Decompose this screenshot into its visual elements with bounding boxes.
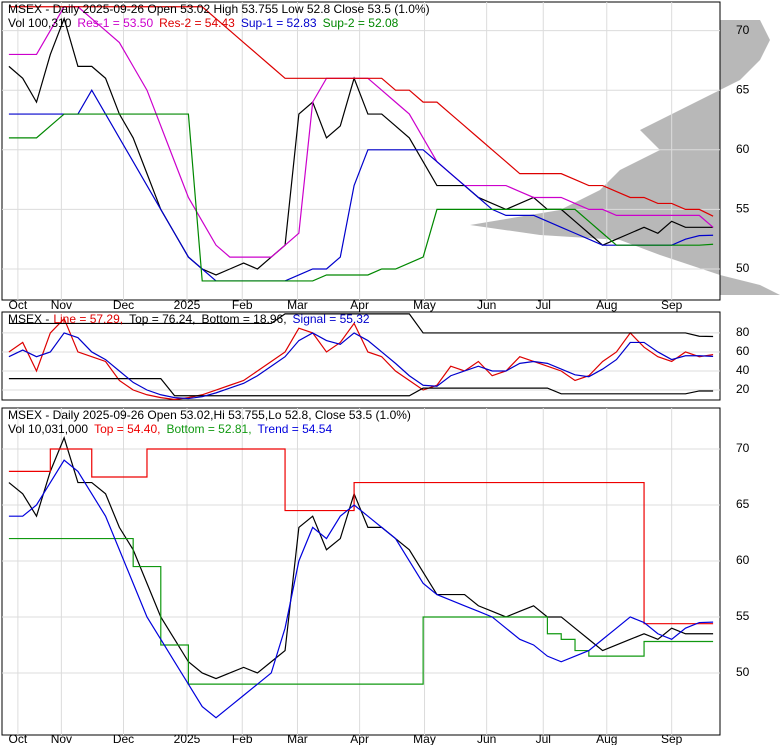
legend-entry: Line = 57.29, xyxy=(53,312,123,326)
y-tick-label: 55 xyxy=(736,202,750,216)
series-group xyxy=(8,6,714,282)
x-tick-label: Oct xyxy=(9,732,28,745)
plot-frame xyxy=(1,407,721,736)
x-tick-label: Feb xyxy=(232,732,253,745)
x-tick-label: Mar xyxy=(287,298,308,312)
series-group xyxy=(8,436,714,719)
panel-subtitle: Vol 10,031,000 xyxy=(8,422,88,436)
y-tick-label: 50 xyxy=(736,261,750,275)
legend-entry: Sup-1 = 52.83 xyxy=(241,16,317,30)
y-tick-label: 70 xyxy=(736,23,750,37)
y-tick-label: 60 xyxy=(736,142,750,156)
legend-entry: Res-2 = 54.43 xyxy=(159,16,235,30)
legend-entry: Signal = 55.32 xyxy=(293,312,370,326)
legend-entry: Bottom = 18.96, xyxy=(201,312,286,326)
y-tick-label: 20 xyxy=(736,382,750,396)
panel-title: MSEX - Daily 2025-09-26 Open 53.02,Hi 53… xyxy=(8,408,411,422)
y-tick-label: 50 xyxy=(736,665,750,679)
x-tick-label: Dec xyxy=(113,298,134,312)
plot-frame xyxy=(1,1,721,301)
series-line xyxy=(8,89,714,282)
y-tick-label: 65 xyxy=(736,497,750,511)
x-tick-label: Sep xyxy=(661,732,683,745)
legend-entry: Top = 54.40, xyxy=(94,422,160,436)
x-tick-label: Apr xyxy=(350,298,369,312)
y-tick-label: 70 xyxy=(736,441,750,455)
x-tick-label: Nov xyxy=(51,298,72,312)
panel-title: MSEX - xyxy=(8,312,49,326)
y-tick-label: 55 xyxy=(736,609,750,623)
legend-entry: Res-1 = 53.50 xyxy=(77,16,153,30)
series-line xyxy=(8,313,714,338)
volume-profile xyxy=(470,20,780,295)
series-line xyxy=(8,459,714,719)
x-tick-label: Apr xyxy=(350,732,369,745)
x-tick-label: 2025 xyxy=(174,298,201,312)
x-tick-label: Jun xyxy=(477,298,496,312)
y-tick-label: 60 xyxy=(736,344,750,358)
series-line xyxy=(8,448,714,625)
x-tick-label: Dec xyxy=(113,732,134,745)
y-tick-label: 40 xyxy=(736,363,750,377)
y-tick-label: 65 xyxy=(736,82,750,96)
legend-entry: Trend = 54.54 xyxy=(258,422,333,436)
series-line xyxy=(8,436,714,680)
series-line xyxy=(8,113,714,282)
y-tick-label: 80 xyxy=(736,325,750,339)
series-line xyxy=(8,332,714,400)
x-tick-label: Jun xyxy=(477,732,496,745)
panel-title: MSEX - Daily 2025-09-26 Open 53.02 High … xyxy=(8,2,430,16)
x-tick-label: Feb xyxy=(232,298,253,312)
x-tick-label: Aug xyxy=(596,732,617,745)
legend-entry: Sup-2 = 52.08 xyxy=(323,16,399,30)
plot-frame xyxy=(1,311,721,401)
x-tick-label: Sep xyxy=(661,298,683,312)
series-group xyxy=(8,313,714,400)
series-line xyxy=(8,6,714,217)
x-tick-label: Jul xyxy=(536,298,551,312)
x-tick-label: 2025 xyxy=(174,732,201,745)
x-tick-label: Oct xyxy=(9,298,28,312)
series-line xyxy=(8,537,714,685)
x-tick-label: Mar xyxy=(287,732,308,745)
series-line xyxy=(8,317,714,400)
panel-subtitle: Vol 100,310 xyxy=(8,16,72,30)
x-tick-label: Nov xyxy=(51,732,72,745)
x-tick-label: Jul xyxy=(536,732,551,745)
x-tick-label: May xyxy=(413,732,436,745)
series-line xyxy=(8,16,714,276)
series-line xyxy=(8,377,714,397)
x-tick-label: May xyxy=(413,298,436,312)
x-tick-label: Aug xyxy=(596,298,617,312)
y-tick-label: 60 xyxy=(736,553,750,567)
legend-entry: Top = 76.24, xyxy=(129,312,195,326)
legend-entry: Bottom = 52.81, xyxy=(166,422,251,436)
